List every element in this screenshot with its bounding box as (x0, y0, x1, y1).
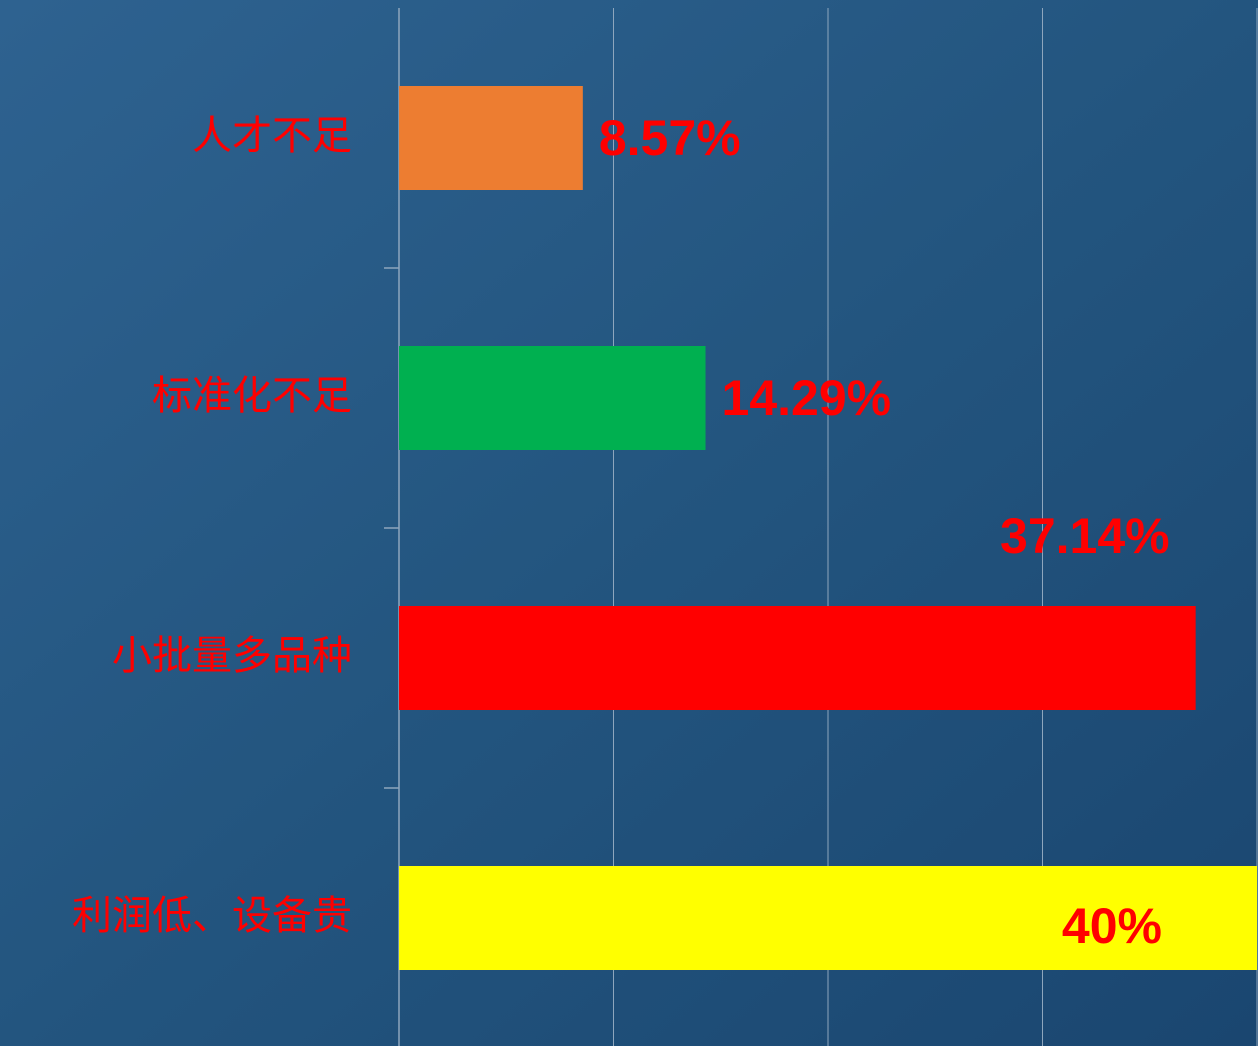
bar (399, 86, 583, 190)
y-tick-label: 利润低、设备贵 (72, 893, 352, 939)
bar (399, 866, 1257, 970)
y-tick-label: 标准化不足 (152, 373, 352, 419)
data-label: 40% (1062, 898, 1162, 954)
data-label: 14.29% (722, 370, 892, 426)
data-label: 37.14% (1000, 508, 1170, 564)
data-label: 8.57% (599, 110, 741, 166)
bar (399, 346, 706, 450)
bar (399, 606, 1196, 710)
y-tick-label: 小批量多品种 (112, 633, 352, 679)
y-tick-label: 人才不足 (192, 113, 352, 159)
